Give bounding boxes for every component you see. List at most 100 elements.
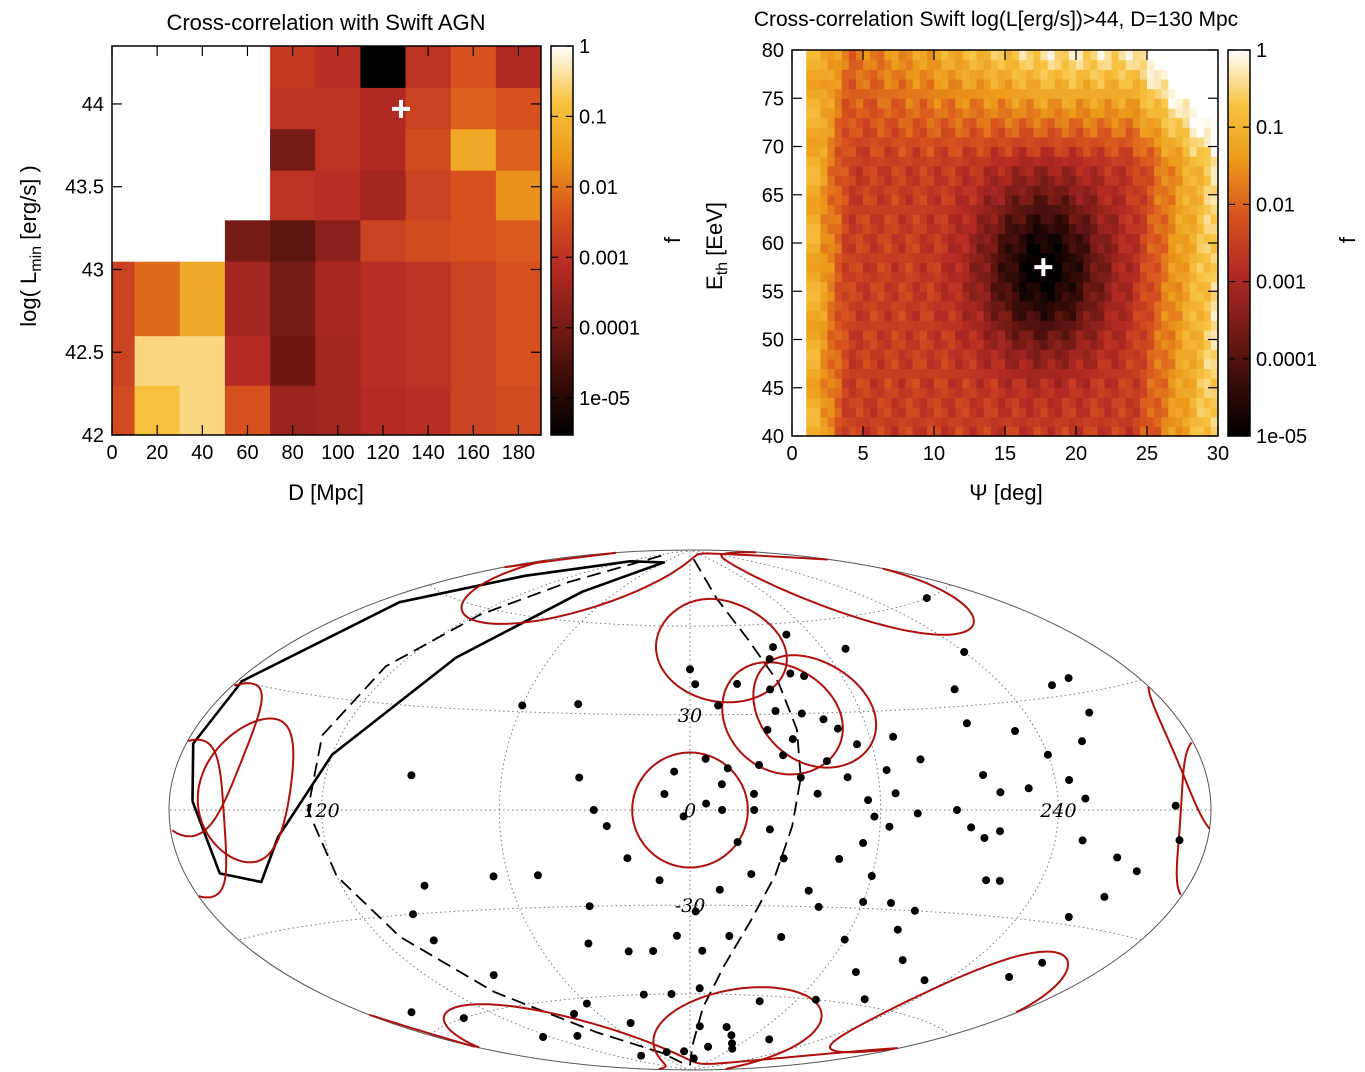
heatmap-cell <box>855 127 864 138</box>
heatmap-cell <box>884 291 892 302</box>
heatmap-cell <box>1097 291 1105 302</box>
heatmap-cell <box>792 185 800 196</box>
heatmap-cell <box>792 223 800 234</box>
heatmap-cell <box>1139 339 1148 350</box>
heatmap-cell <box>912 252 921 263</box>
heatmap-cell <box>990 59 999 70</box>
heatmap-cell <box>1154 339 1162 350</box>
heatmap-cell <box>1068 175 1077 186</box>
heatmap-cell <box>983 59 992 70</box>
source-point <box>804 886 813 895</box>
heatmap-cell <box>1125 223 1134 234</box>
heatmap-cell <box>1203 223 1212 234</box>
heatmap-cell <box>905 329 914 341</box>
heatmap-cell <box>1132 165 1141 177</box>
heatmap-cell <box>1090 78 1098 90</box>
heatmap-cell <box>955 156 963 167</box>
heatmap-cell <box>976 271 985 283</box>
heatmap-cell <box>799 194 807 205</box>
heatmap-cell <box>855 175 864 186</box>
panel-b-heatmap-cells <box>792 50 1219 437</box>
heatmap-cell <box>948 426 956 437</box>
heatmap-cell <box>1175 59 1184 70</box>
heatmap-cell <box>848 407 857 418</box>
heatmap-cell <box>926 300 935 312</box>
heatmap-cell <box>926 310 935 321</box>
heatmap-cell <box>1118 204 1127 215</box>
heatmap-cell <box>806 339 814 350</box>
heatmap-cell <box>1019 407 1027 418</box>
heatmap-cell <box>884 407 892 418</box>
heatmap-cell <box>1154 349 1162 360</box>
heatmap-cell <box>1182 165 1191 177</box>
heatmap-cell <box>891 271 900 283</box>
heatmap-cell <box>1040 214 1049 225</box>
heatmap-cell <box>1033 300 1042 312</box>
heatmap-cell <box>1026 271 1034 283</box>
heatmap-cell <box>813 233 821 244</box>
heatmap-cell <box>827 252 836 263</box>
heatmap-cell <box>962 204 971 215</box>
heatmap-cell <box>792 107 800 119</box>
heatmap-cell <box>898 339 907 350</box>
heatmap-cell <box>1154 107 1162 119</box>
heatmap-cell <box>1168 59 1176 70</box>
source-point <box>864 796 873 805</box>
heatmap-cell <box>891 262 900 273</box>
heatmap-cell <box>1068 339 1077 350</box>
heatmap-cell <box>1104 339 1113 350</box>
heatmap-cell <box>919 416 928 427</box>
heatmap-cell <box>1104 320 1113 331</box>
heatmap-cell <box>855 339 864 350</box>
heatmap-cell <box>997 107 1006 119</box>
sky-map-parallel <box>429 993 951 1036</box>
heatmap-cell <box>827 233 836 244</box>
heatmap-cell <box>1068 368 1077 379</box>
heatmap-cell <box>969 320 978 331</box>
heatmap-cell <box>863 262 871 273</box>
heatmap-cell <box>941 50 949 61</box>
heatmap-cell <box>834 98 843 109</box>
heatmap-cell <box>1111 165 1120 177</box>
heatmap-cell <box>919 78 928 90</box>
heatmap-cell <box>1097 358 1105 370</box>
heatmap-cell <box>792 358 800 370</box>
heatmap-cell <box>898 78 907 90</box>
heatmap-cell <box>1047 349 1056 360</box>
heatmap-cell <box>834 194 843 205</box>
heatmap-cell <box>863 397 871 408</box>
heatmap-cell <box>799 98 807 109</box>
heatmap-cell <box>1068 117 1077 128</box>
heatmap-cell <box>976 329 985 341</box>
heatmap-cell <box>870 98 878 109</box>
heatmap-cell <box>1182 233 1191 244</box>
heatmap-cell <box>1196 98 1205 109</box>
heatmap-cell <box>1125 243 1134 254</box>
heatmap-cell <box>997 358 1006 370</box>
heatmap-cell <box>1012 300 1020 312</box>
heatmap-cell <box>834 358 843 370</box>
source-point <box>779 854 788 863</box>
heatmap-cell <box>926 156 935 167</box>
heatmap-cell <box>1005 50 1013 61</box>
heatmap-cell <box>962 271 971 283</box>
heatmap-cell <box>898 136 907 148</box>
heatmap-cell <box>983 156 992 167</box>
heatmap-cell <box>1047 156 1056 167</box>
correlation-circle <box>721 661 844 776</box>
heatmap-cell <box>1139 194 1148 205</box>
heatmap-cell <box>1061 271 1070 283</box>
heatmap-cell <box>799 175 807 186</box>
heatmap-cell <box>1104 194 1113 205</box>
heatmap-cell <box>955 339 963 350</box>
heatmap-cell <box>1154 204 1162 215</box>
heatmap-cell <box>891 146 900 157</box>
heatmap-cell <box>863 127 871 138</box>
heatmap-cell <box>934 262 942 273</box>
heatmap-cell <box>1033 127 1042 138</box>
heatmap-cell <box>1061 223 1070 234</box>
heatmap-cell <box>1210 127 1219 138</box>
heatmap-cell <box>224 335 271 386</box>
heatmap-cell <box>1061 59 1070 70</box>
heatmap-cell <box>855 387 864 398</box>
